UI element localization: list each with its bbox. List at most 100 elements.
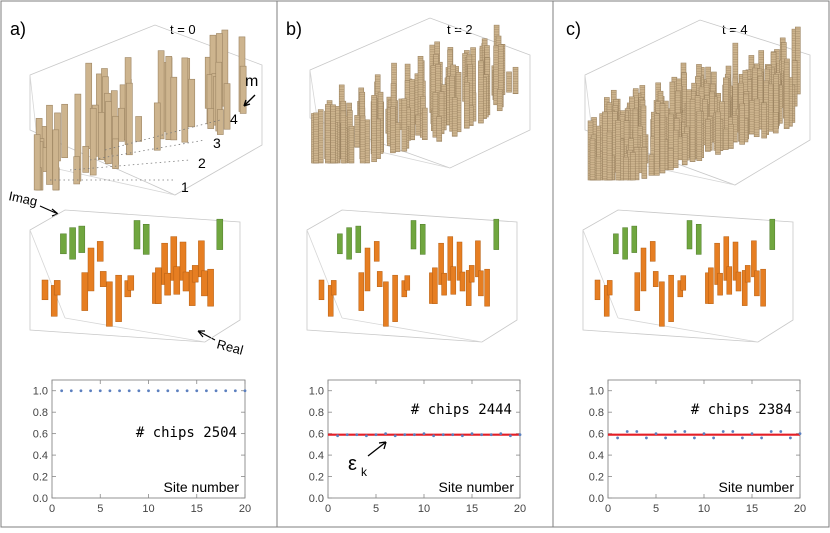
time-label: t = 2 (447, 22, 473, 37)
m-tick-label: 1 (181, 179, 189, 195)
imag-stack (143, 224, 149, 254)
bounding-box-edge (307, 230, 342, 318)
chip-stack (46, 105, 52, 184)
imag-stack (494, 219, 499, 249)
data-point (137, 389, 140, 392)
real-stack (116, 275, 122, 321)
data-point (186, 389, 189, 392)
x-tick-label: 5 (373, 503, 379, 515)
data-point (375, 433, 378, 436)
data-point (244, 389, 247, 392)
y-tick-label: 0.0 (33, 493, 48, 505)
data-point (451, 433, 454, 436)
chip-stack (118, 108, 124, 141)
real-stack (485, 269, 490, 306)
m-axis-label: m (245, 73, 258, 90)
y-tick-label: 0.8 (33, 407, 48, 419)
y-tick-label: 0.6 (33, 429, 48, 441)
chip-stack (416, 115, 421, 135)
m-tick-label: 3 (213, 135, 221, 151)
data-point (336, 434, 339, 437)
chip-stack (154, 103, 160, 150)
imag-stack (337, 234, 342, 254)
chip-stack (171, 77, 177, 140)
chip-stack (325, 104, 330, 163)
y-tick-label: 0.2 (33, 472, 48, 484)
data-point (432, 434, 435, 437)
data-point (99, 389, 102, 392)
chip-lattice-3d (30, 25, 262, 340)
chip-stack (513, 67, 518, 93)
data-point (215, 389, 218, 392)
chip-stack (113, 139, 119, 169)
y-tick-label: 1.0 (309, 386, 324, 398)
chip-lattice-3d (585, 20, 810, 185)
chip-stack (90, 108, 96, 175)
real-stack (469, 265, 474, 282)
imag-stack (134, 220, 140, 249)
time-label: t = 0 (170, 22, 196, 37)
real-stack (88, 248, 94, 291)
chip-stack (784, 63, 789, 129)
chip-stack (497, 89, 502, 110)
data-point (461, 434, 464, 437)
real-stack (478, 271, 483, 296)
real-stack (201, 271, 207, 296)
real-stack (374, 241, 379, 261)
chip-stack (402, 99, 407, 151)
data-point (471, 432, 474, 435)
imag-stack (217, 219, 223, 249)
data-point (413, 433, 416, 436)
data-point (128, 389, 131, 392)
real-stack (442, 273, 447, 295)
y-tick-label: 0.2 (309, 472, 324, 484)
chip-stack (208, 108, 214, 128)
bounding-box-edge (342, 318, 482, 342)
data-point (205, 389, 208, 392)
real-stack (359, 273, 364, 311)
real-stack (432, 268, 437, 304)
data-point (519, 433, 522, 436)
data-point (365, 434, 368, 437)
imag-stack (420, 224, 425, 254)
chip-stack (98, 112, 104, 159)
panel-label: b) (286, 19, 302, 39)
real-stack (383, 282, 388, 327)
data-point (403, 433, 406, 436)
complex-amplitude-3d (307, 210, 517, 342)
data-point (195, 389, 198, 392)
chip-stack (136, 116, 142, 141)
data-point (384, 432, 387, 435)
chip-stack (34, 135, 40, 190)
data-point (166, 389, 169, 392)
m-tick-label: 2 (198, 155, 206, 171)
real-stack (54, 280, 60, 295)
y-tick-label: 0.0 (309, 493, 324, 505)
data-point (442, 433, 445, 436)
real-stack (460, 272, 465, 291)
x-tick-label: 20 (239, 503, 251, 515)
imag-stack (411, 220, 416, 249)
complex-amplitude-3d (30, 210, 240, 342)
real-stack (183, 272, 189, 291)
imag-axis-label: Imag (7, 188, 38, 209)
data-point (499, 432, 502, 435)
real-stack (82, 273, 88, 311)
chip-stack (53, 130, 59, 190)
real-stack (365, 248, 370, 291)
real-stack (405, 276, 410, 291)
epsilon-label: ε (348, 453, 357, 475)
data-point (423, 432, 426, 435)
chip-stack (349, 126, 354, 163)
real-stack (100, 271, 106, 286)
imag-stack (70, 228, 76, 260)
x-tick-label: 0 (325, 503, 331, 515)
real-stack (377, 271, 382, 286)
data-point (176, 389, 179, 392)
chip-stack (74, 157, 80, 184)
real-arrow-icon (198, 331, 215, 340)
